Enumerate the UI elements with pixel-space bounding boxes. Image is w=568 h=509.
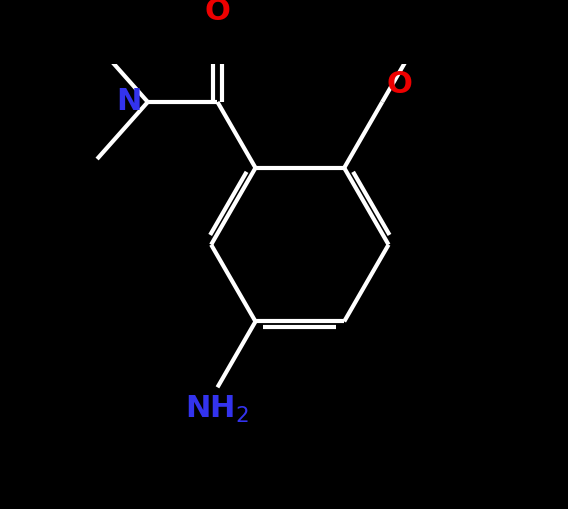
Text: N: N <box>116 88 141 117</box>
Text: NH$_2$: NH$_2$ <box>186 393 249 425</box>
Text: O: O <box>204 0 231 26</box>
Text: O: O <box>387 70 413 99</box>
